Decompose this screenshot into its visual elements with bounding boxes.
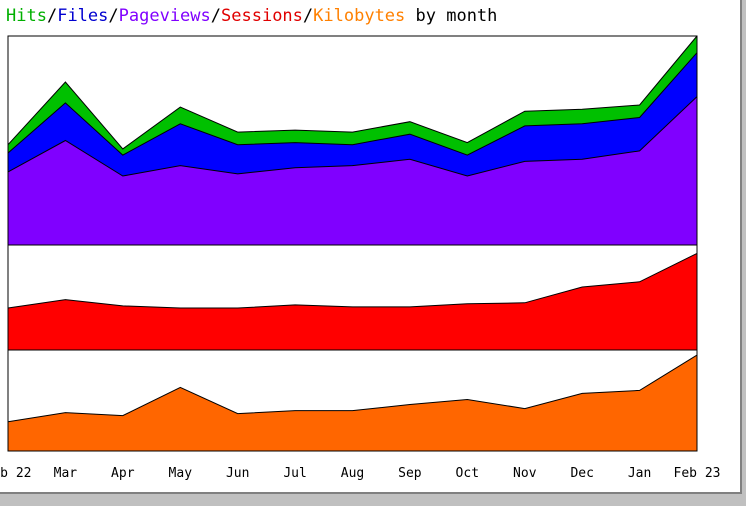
title-part-sessions: Sessions <box>221 6 303 26</box>
x-tick-label: Feb 23 <box>674 466 721 481</box>
area-outline-hits <box>7 35 698 150</box>
x-tick-label: Feb 22 <box>0 466 31 481</box>
x-tick-label: Jun <box>226 466 249 481</box>
area-outline-pageviews <box>7 96 698 177</box>
x-tick-label: Oct <box>456 466 479 481</box>
area-outline-files <box>7 52 698 156</box>
title-separator: / <box>108 6 119 26</box>
area-kilobytes <box>8 355 697 451</box>
title-part-pageviews: Pageviews <box>118 6 211 26</box>
x-tick-label: Nov <box>513 466 537 481</box>
title-separator: / <box>210 6 222 26</box>
x-tick-label: Mar <box>54 466 78 481</box>
x-tick-label: Dec <box>570 466 593 481</box>
area-sessions <box>8 253 697 350</box>
x-tick-label: May <box>169 466 193 481</box>
title-part-files: Files <box>57 6 109 26</box>
title-part-suffix: by month <box>405 6 498 26</box>
title-part-kilobytes: Kilobytes <box>313 6 406 26</box>
x-tick-label: Sep <box>398 466 422 481</box>
area-outline-kilobytes <box>7 354 698 423</box>
x-tick-label: Jan <box>628 466 651 481</box>
area-outline-sessions <box>7 252 698 309</box>
panel-border-kilobytes <box>7 349 698 452</box>
area-chart: Feb 22 Mar Apr May Jun Jul Aug Sep Oct Nov Dec Jan F… <box>0 35 721 481</box>
title-part-hits: Hits <box>6 6 47 26</box>
x-tick-label: Aug <box>341 466 364 481</box>
chart-frame: Hits/Files/Pageviews/Sessions/Kilobytes … <box>0 0 742 494</box>
title-separator: / <box>302 6 314 26</box>
chart-title: Hits/Files/Pageviews/Sessions/Kilobytes … <box>6 4 497 28</box>
x-tick-label: Apr <box>111 466 135 481</box>
x-tick-label: Jul <box>283 466 306 481</box>
title-separator: / <box>46 6 58 26</box>
area-pageviews <box>8 96 697 245</box>
